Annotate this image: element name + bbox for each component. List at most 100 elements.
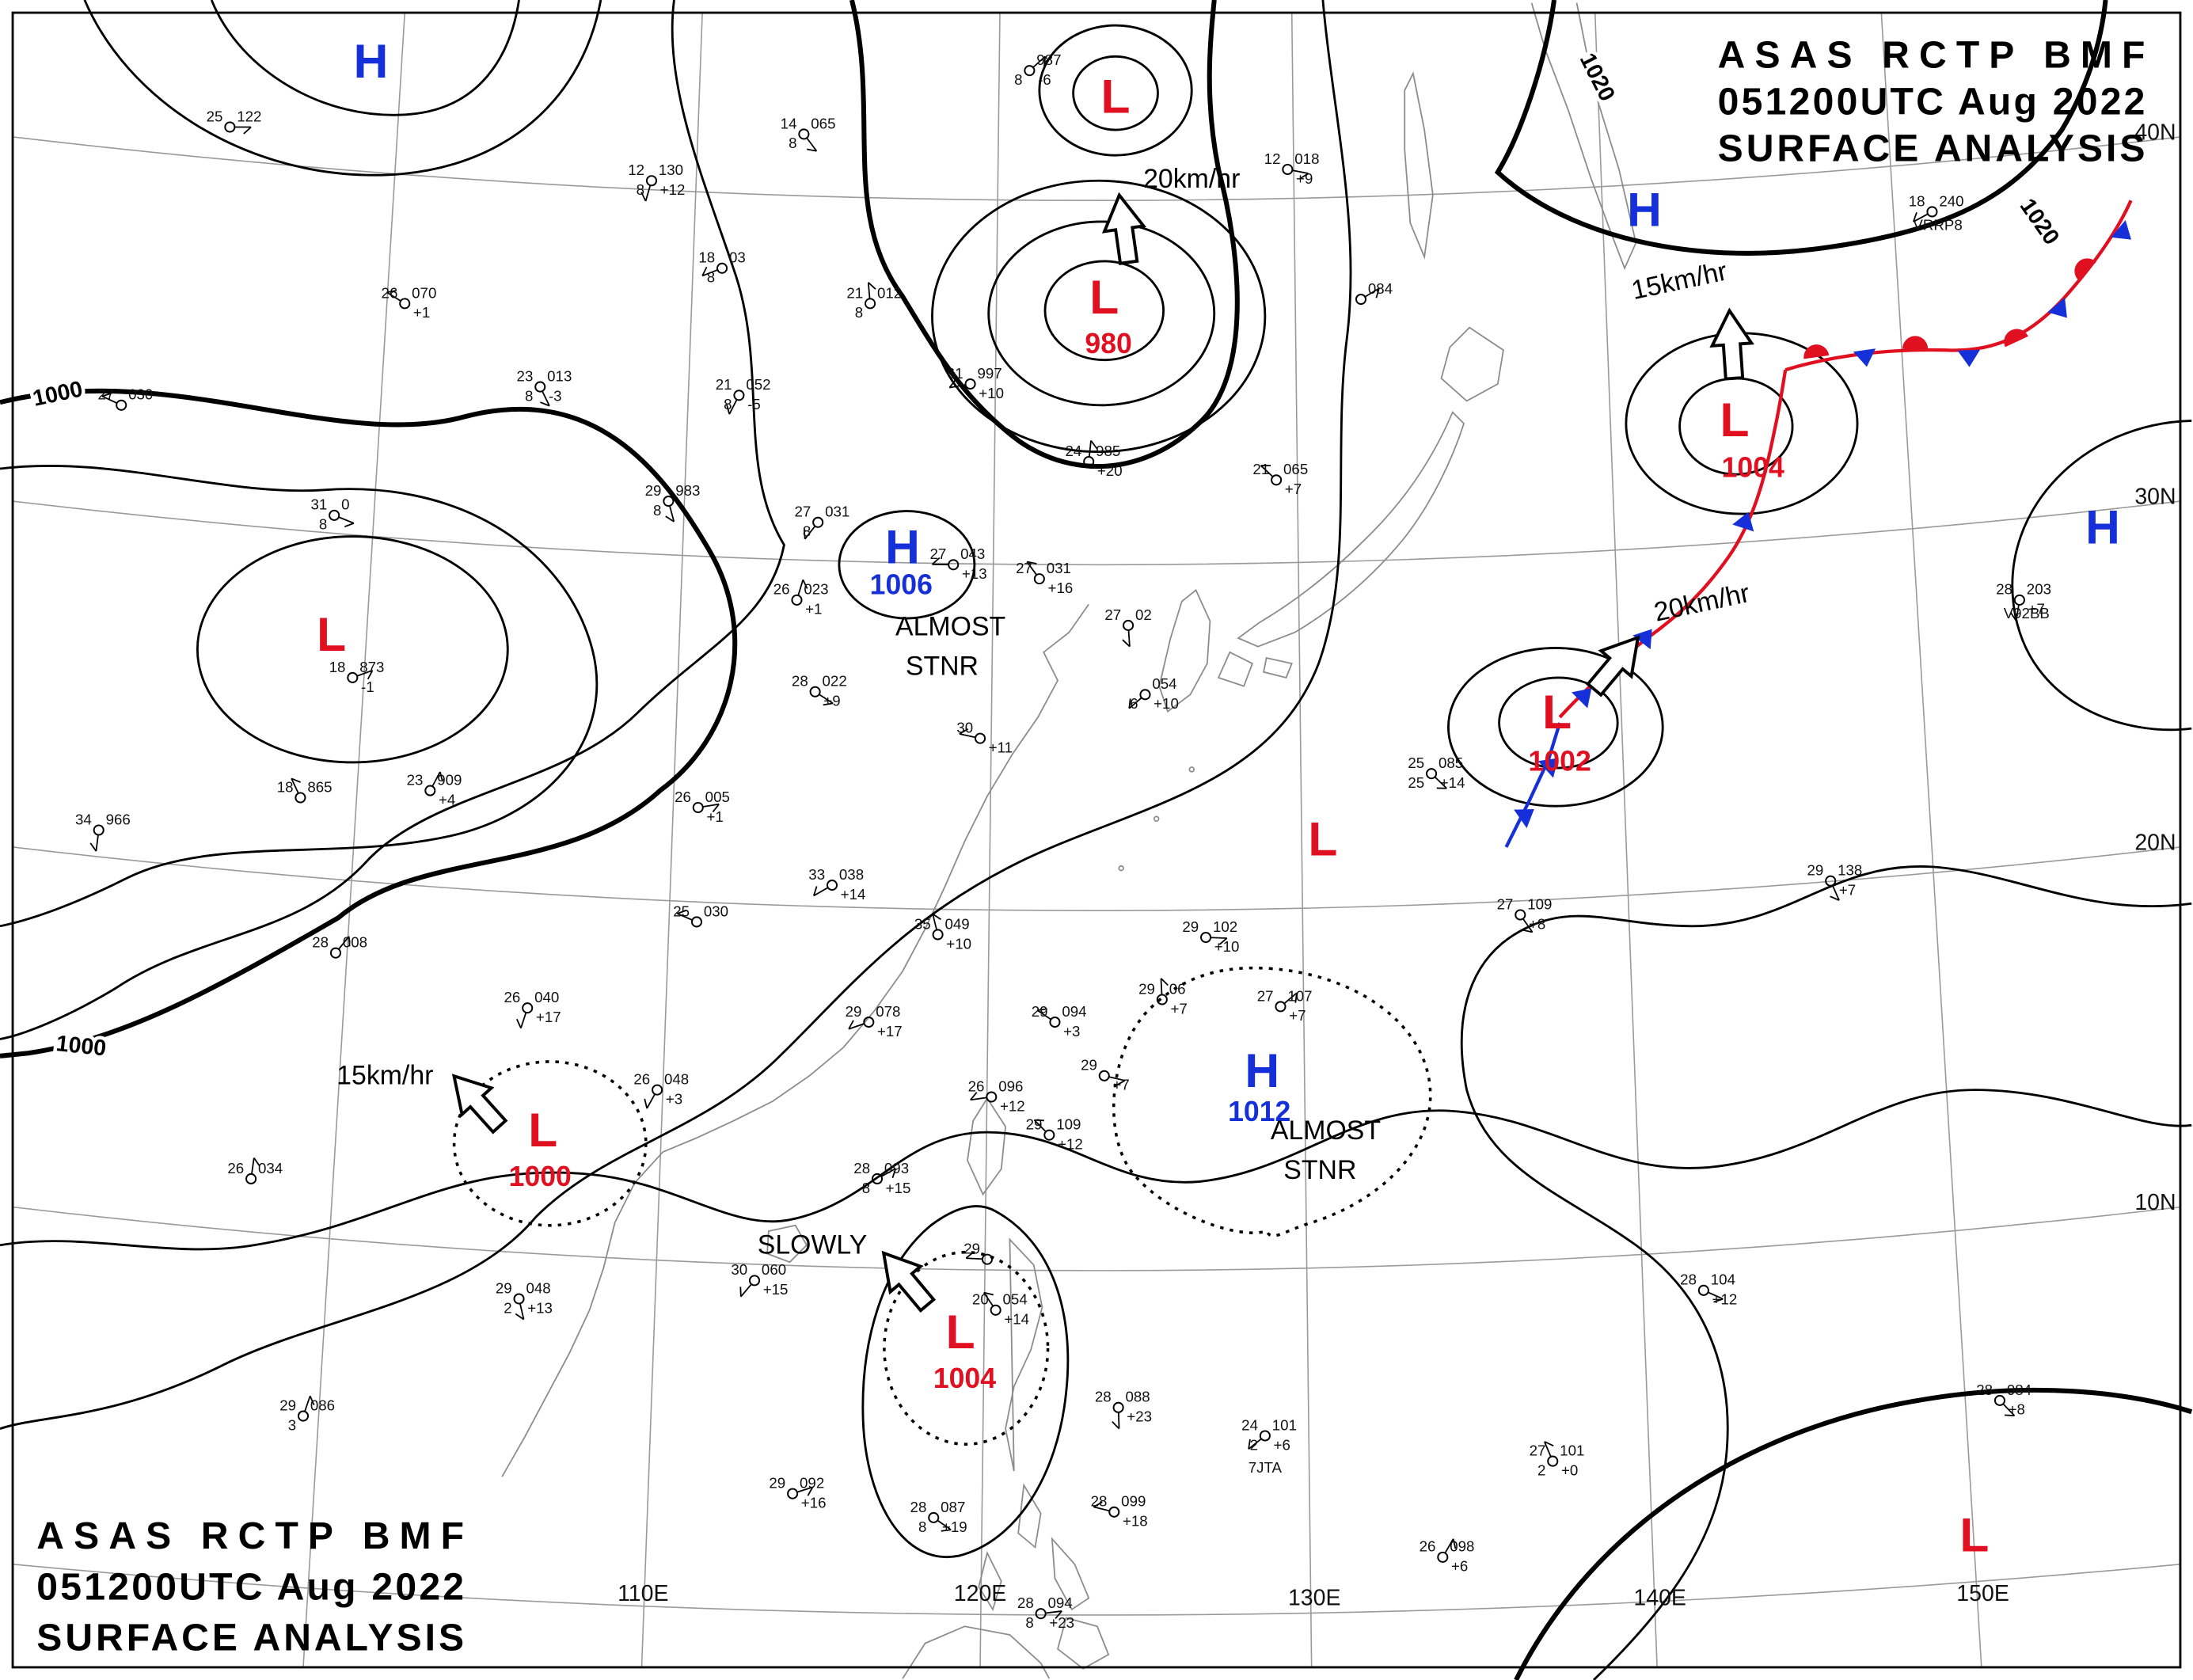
wind-barb-feather (2005, 1414, 2015, 1417)
station-circle (1112, 1401, 1124, 1413)
station-temperature: 28 (312, 934, 329, 951)
station-dewpoint: 8 (803, 523, 811, 540)
station-tendency: -3 (549, 387, 562, 404)
station-circle (948, 559, 960, 571)
station-plot: 21 052 -5 8 (716, 376, 771, 415)
wind-barb (702, 803, 720, 808)
station-pressure: 098 (1450, 1538, 1474, 1555)
annotation-text: 15km/hr (1629, 256, 1729, 306)
station-temperature: 25 (207, 108, 223, 124)
wind-barb (1108, 1076, 1126, 1081)
title-block-top-right: ASAS RCTP BMF 051200UTC Aug 2022 SURFACE… (1718, 34, 2145, 170)
station-plot: 18 03 8 (698, 249, 745, 286)
station-circle (1035, 1608, 1047, 1620)
wind-barb-feather (891, 1168, 897, 1179)
station-plot: 25 122 (207, 108, 261, 135)
station-pressure: 130 (659, 162, 683, 178)
wind-barb (1831, 884, 1840, 901)
station-circle (981, 1253, 993, 1265)
station-circle (1282, 163, 1294, 176)
wind-barb (966, 1257, 982, 1260)
station-plot: 29 109 +12 (1026, 1116, 1083, 1153)
weather-fronts (1504, 200, 2133, 848)
longitude-label: 110E (618, 1581, 668, 1606)
station-tendency: +10 (979, 385, 1004, 401)
wind-barb-feather (726, 404, 731, 415)
wind-barb (1260, 465, 1274, 477)
station-temperature: 26 (633, 1070, 650, 1087)
high-pressure-center: H (1627, 182, 1662, 236)
station-id: 7JTA (1249, 1459, 1283, 1476)
station-temperature: 30 (956, 719, 973, 735)
station-circle (295, 792, 306, 804)
station-plot: 30 +11 (956, 719, 1013, 755)
wind-barb (1127, 629, 1131, 647)
dotted-isobars (452, 966, 1432, 1446)
wind-barb (797, 580, 804, 596)
station-temperature: 26 (675, 789, 691, 805)
station-circle (329, 509, 340, 521)
station-tendency: +12 (1058, 1136, 1083, 1153)
station-temperature: 29 (1081, 1057, 1097, 1074)
station-plot: 18 865 (277, 777, 333, 804)
wind-barb (542, 390, 550, 407)
cold-front-marker (1853, 348, 1876, 367)
station-pressure: 034 (258, 1160, 283, 1176)
movement-arrow (451, 1074, 508, 1135)
station-circle (1083, 456, 1095, 468)
wind-barb (95, 834, 99, 852)
station-plot: 14 065 8 (781, 115, 835, 152)
isobar-label: 1020 (2015, 194, 2065, 249)
station-tendency: -1 (361, 678, 374, 695)
pressure-value: 1002 (1529, 746, 1591, 777)
station-plot: 29 048 +13 2 (496, 1279, 553, 1321)
station-circle (932, 929, 944, 941)
station-circle (645, 175, 658, 187)
longitude-label: 130E (1288, 1585, 1341, 1610)
station-temperature: 25 (673, 903, 690, 919)
station-temperature: 12 (628, 162, 644, 178)
annotation-text: 20km/hr (1651, 578, 1752, 628)
wind-barb-feather (309, 1395, 315, 1406)
wind-barb-feather (868, 282, 876, 290)
station-circle (748, 1275, 761, 1287)
wind-barb-feather (515, 1018, 522, 1029)
station-pressure: 030 (704, 903, 728, 919)
wind-barb (669, 505, 675, 523)
wind-barb-feather (1093, 1501, 1103, 1508)
station-temperature: 29 (963, 1240, 980, 1256)
station-pressure: 018 (1294, 150, 1319, 167)
station-pressure: 099 (1121, 1493, 1146, 1510)
station-plot: 21 012 8 (846, 282, 902, 321)
station-temperature: 27 (794, 504, 811, 520)
title-line-3: SURFACE ANALYSIS (36, 1617, 464, 1659)
wind-barb (813, 887, 829, 897)
station-tendency: +10 (1214, 938, 1240, 955)
station-plot: 28 203 +7 (1996, 581, 2051, 621)
station-circle (863, 1016, 875, 1028)
wind-barb-feather (644, 1098, 648, 1109)
station-temperature: 18 (1909, 192, 1925, 209)
stationary-front (1784, 200, 2133, 372)
wind-barb (740, 1283, 752, 1298)
wind-barb-feather (965, 1251, 975, 1259)
station-circle (93, 824, 105, 836)
wind-barb-feather (739, 1287, 742, 1297)
station-pressure: 065 (811, 115, 835, 131)
station-tendency: +23 (1049, 1614, 1074, 1631)
station-pressure: 240 (1939, 192, 1963, 209)
wind-barb (701, 269, 718, 277)
station-circle (329, 947, 341, 959)
station-id: VRRP8 (1913, 217, 1962, 234)
station-circle (809, 686, 821, 697)
longitude-label: 120E (954, 1581, 1007, 1606)
station-circle (1259, 1430, 1271, 1442)
station-plot: 054 +10 6 (1128, 675, 1179, 712)
station-circle (791, 594, 803, 606)
station-dewpoint: 8 (862, 1180, 870, 1196)
wind-barb (806, 137, 818, 152)
station-dewpoint: 2 (1537, 1461, 1545, 1478)
station-pressure: 094 (1062, 1003, 1086, 1020)
wind-barb-feather (640, 192, 647, 202)
wind-barb-feather (348, 936, 351, 947)
